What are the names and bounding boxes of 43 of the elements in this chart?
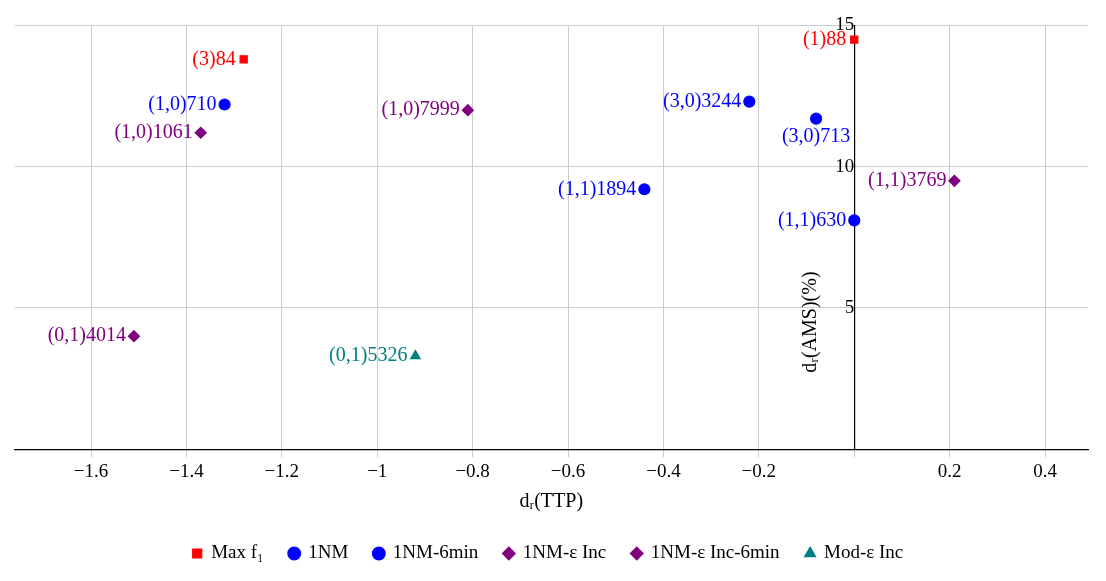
point: [239, 55, 248, 64]
point: [948, 174, 961, 187]
legend-label: Max f₁: [211, 541, 264, 563]
y-tick-label: 5: [844, 295, 855, 317]
legend-label: 1NM-ε Inc: [522, 541, 607, 563]
legend-label: Mod-ε Inc: [824, 541, 904, 563]
x-tick-label: 0.2: [937, 459, 962, 481]
x-tick-label: −0.4: [646, 459, 682, 481]
point: [810, 112, 823, 125]
data-label: (1,0)710: [148, 91, 217, 115]
legend-label: 1NM-ε Inc-6min: [650, 541, 781, 563]
data-label: (0,1)5326: [329, 343, 408, 367]
data-label: (3,0)3244: [662, 88, 742, 112]
x-tick-label: −1: [367, 459, 388, 481]
data-label: (1,0)7999: [381, 97, 460, 121]
data-label: (1,0)1061: [114, 120, 193, 144]
x-tick-label: −0.8: [455, 459, 490, 481]
point: [410, 349, 421, 360]
x-tick-label: −1.6: [73, 459, 109, 481]
point: [850, 35, 859, 44]
data-label: (1,1)3769: [868, 168, 947, 192]
point: [461, 104, 474, 117]
data-label: (1,1)1894: [558, 176, 637, 200]
point: [218, 98, 231, 111]
point: [743, 95, 756, 108]
data-label: (3,0)713: [781, 123, 851, 147]
point: [194, 126, 207, 139]
x-axis-title: dᵣ(TTP): [519, 489, 584, 513]
y-axis-title: dᵣ(AMS)(%): [797, 271, 821, 373]
legend-label: 1NM: [308, 541, 349, 563]
legend-label: 1NM-6min: [392, 541, 479, 563]
point: [848, 214, 861, 227]
x-tick-label: −0.2: [741, 459, 777, 481]
y-tick-label: 10: [835, 154, 855, 176]
x-tick-label: −1.4: [169, 459, 205, 481]
point: [638, 183, 651, 196]
x-tick-label: 0.4: [1033, 459, 1058, 481]
data-label: (3)84: [192, 46, 236, 70]
x-tick-label: −1.2: [264, 459, 300, 481]
data-label: (0,1)4014: [47, 323, 126, 347]
x-tick-label: −0.6: [550, 459, 586, 481]
data-label: (1,1)630: [777, 207, 847, 231]
point: [127, 330, 141, 343]
